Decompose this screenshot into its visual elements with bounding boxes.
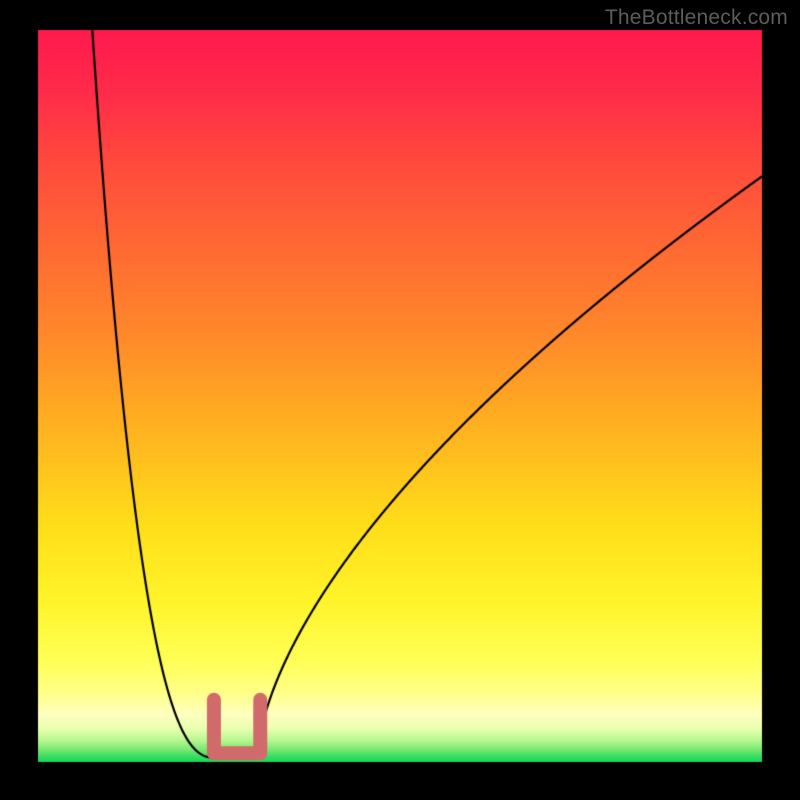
watermark-text: TheBottleneck.com (605, 6, 788, 30)
bottleneck-curve-layer (0, 0, 800, 800)
chart-stage: TheBottleneck.com (0, 0, 800, 800)
